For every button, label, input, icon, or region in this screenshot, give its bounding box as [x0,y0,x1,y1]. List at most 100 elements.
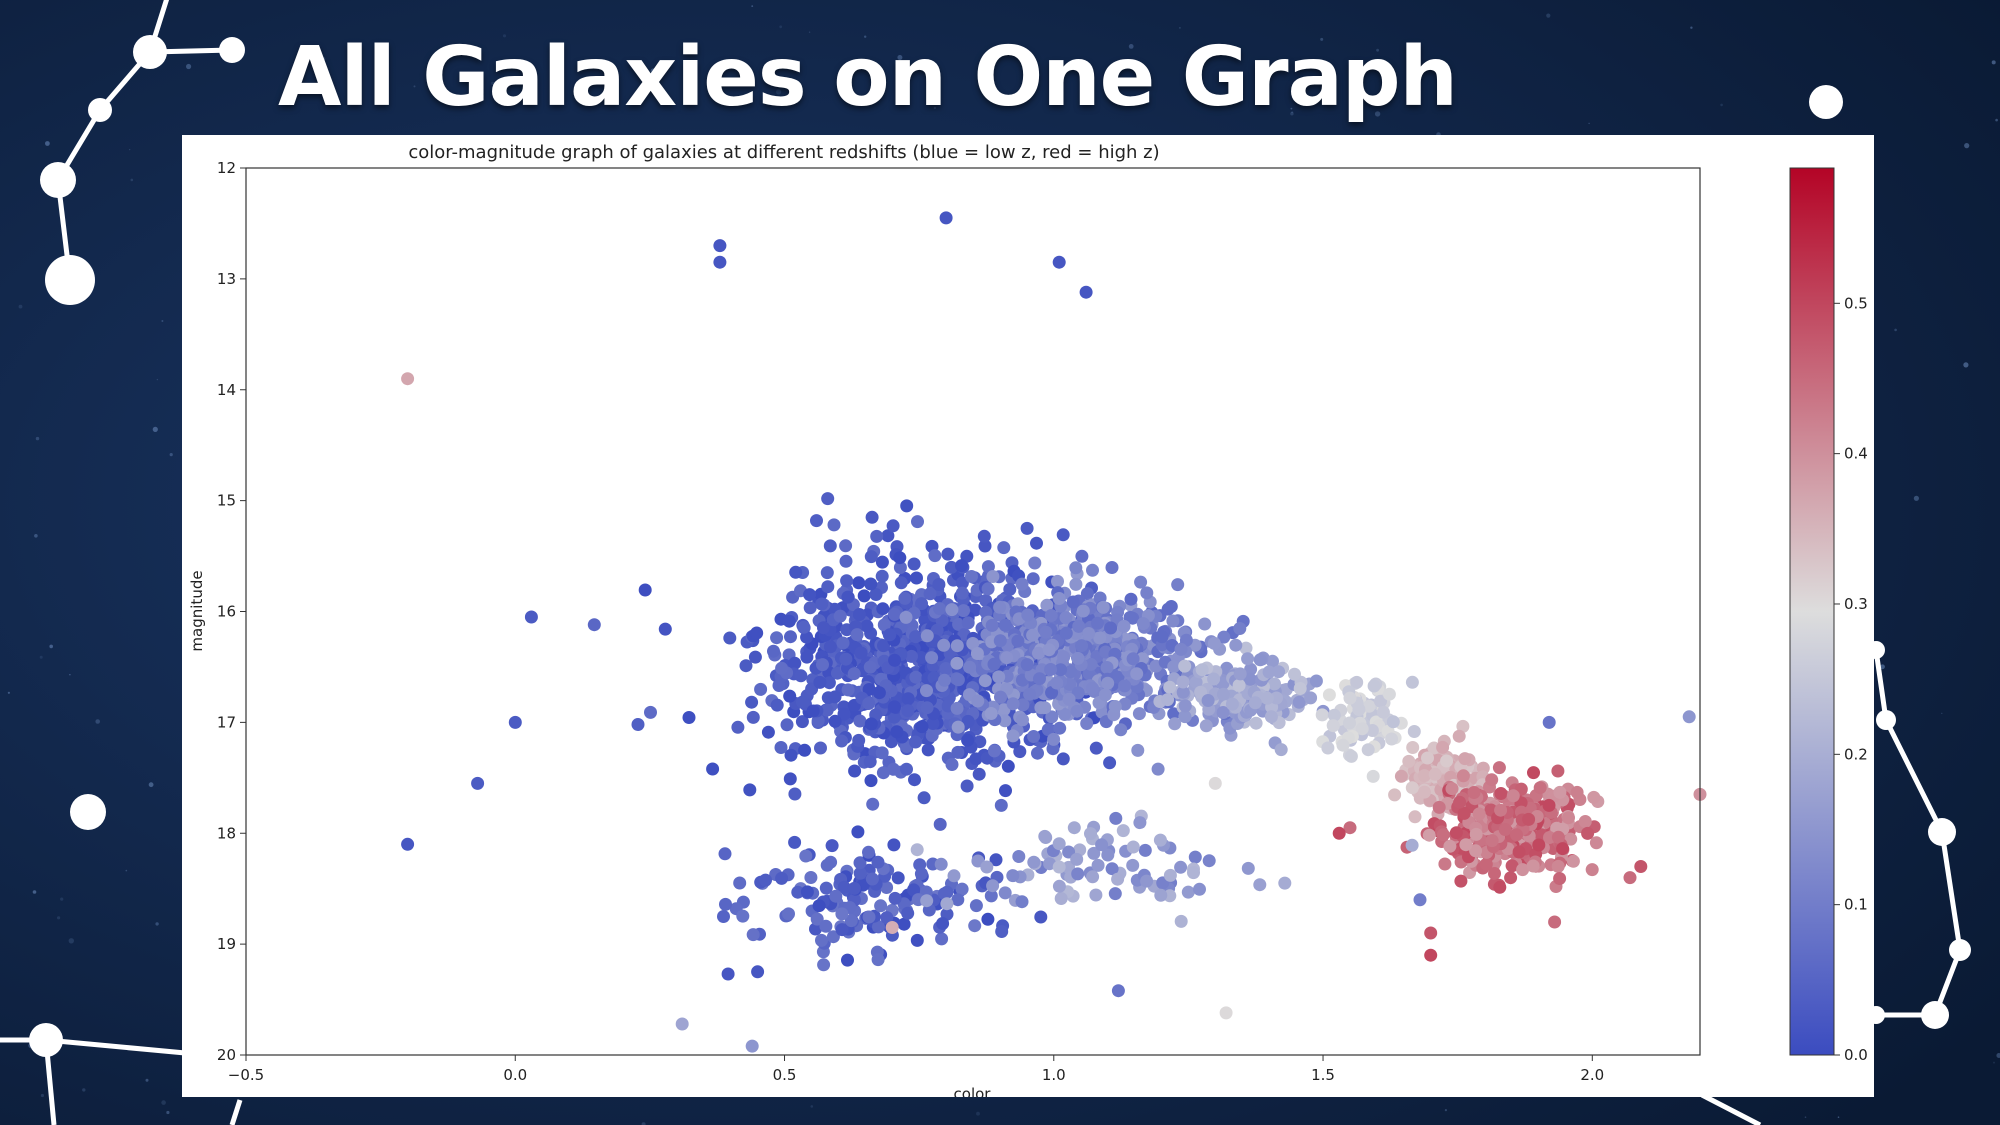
galaxy-point [893,561,907,574]
galaxy-point [887,762,900,776]
galaxy-point [888,607,902,621]
galaxy-point [811,714,825,728]
galaxy-point [978,539,992,553]
galaxy-point [961,733,975,747]
galaxy-point [999,784,1012,798]
galaxy-point [898,591,912,605]
galaxy-point [731,720,745,734]
background-star [1720,103,1723,107]
background-star [1588,122,1590,125]
galaxy-point [969,752,983,766]
galaxy-point [921,743,935,757]
galaxy-point [932,578,946,591]
galaxy-point [997,703,1011,717]
galaxy-point [1151,762,1165,776]
galaxy-point [840,574,854,588]
galaxy-point [839,554,853,568]
galaxy-point [972,767,986,781]
slide-title: All Galaxies on One Graph [278,30,1458,125]
galaxy-point [814,741,827,755]
galaxy-point [820,566,834,580]
galaxy-point [881,529,895,543]
galaxy-point [920,629,934,643]
background-star [1690,26,1693,29]
galaxy-point [800,630,814,644]
galaxy-point [836,636,850,650]
galaxy-point [823,640,837,654]
background-star [933,106,937,110]
figure-panel: color-magnitude graph of galaxies at dif… [182,135,1874,1097]
galaxy-point [900,762,913,776]
galaxy-point [1075,549,1089,563]
galaxy-point [872,686,886,700]
galaxy-point [794,669,808,683]
galaxy-point [1051,574,1064,588]
galaxy-point [839,652,853,666]
galaxy-point [866,797,880,811]
galaxy-point [839,539,853,553]
background-star [49,644,53,649]
galaxy-point [828,690,842,704]
background-star [145,1078,149,1082]
galaxy-point [941,547,955,561]
galaxy-point [841,683,855,697]
galaxy-point [631,718,645,731]
galaxy-point [841,590,855,604]
background-star [864,35,867,38]
galaxy-point [888,653,902,667]
galaxy-point [950,656,964,670]
background-star [129,149,131,151]
galaxy-point [1105,561,1119,574]
colorbar-ticks: 0.0 0.1 0.2 0.3 0.4 0.5 [1834,294,1868,1064]
galaxy-point [925,651,939,665]
galaxy-point [782,614,796,628]
galaxy-point [789,565,803,579]
galaxy-point [644,705,657,719]
galaxy-point [1041,723,1055,737]
constellation-stars [29,35,1971,1057]
galaxy-point [952,617,966,631]
galaxy-point [833,609,847,623]
background-star [650,68,656,74]
galaxy-point [857,589,871,603]
galaxy-point [852,608,866,621]
colorbar-tick-label: 0.4 [1844,445,1868,463]
galaxy-point [950,701,964,715]
background-star [1993,1061,1995,1064]
galaxy-point [1026,572,1040,586]
background-star [156,378,159,381]
background-star [32,890,37,894]
galaxy-point [770,698,784,712]
galaxy-point [864,774,878,788]
background-star [1995,118,1998,122]
galaxy-point [1086,563,1099,577]
background-star [976,1111,980,1116]
background-star [60,897,64,901]
galaxy-point [795,695,809,709]
galaxy-point [827,518,841,532]
galaxy-point [933,602,947,616]
galaxy-point [1013,745,1027,759]
galaxy-point [945,758,959,771]
scatter-plot: color-magnitude graph of galaxies at dif… [188,142,1707,1097]
galaxy-point [795,715,809,729]
background-star [808,31,811,33]
galaxy-point [923,587,937,601]
galaxy-point [920,701,934,715]
galaxy-point [848,764,862,778]
background-star [1996,1053,2000,1058]
galaxy-point [810,514,823,528]
background-star [1320,37,1324,41]
background-star [322,57,326,61]
galaxy-point [908,773,921,787]
galaxy-point [788,835,802,849]
galaxy-point [816,658,829,672]
galaxy-point [803,588,817,602]
galaxy-point [865,510,879,524]
galaxy-point [783,772,797,786]
galaxy-point [937,638,951,652]
background-star [155,922,159,926]
background-star [1444,1109,1447,1112]
galaxy-point [745,695,759,709]
galaxy-point [869,588,883,601]
